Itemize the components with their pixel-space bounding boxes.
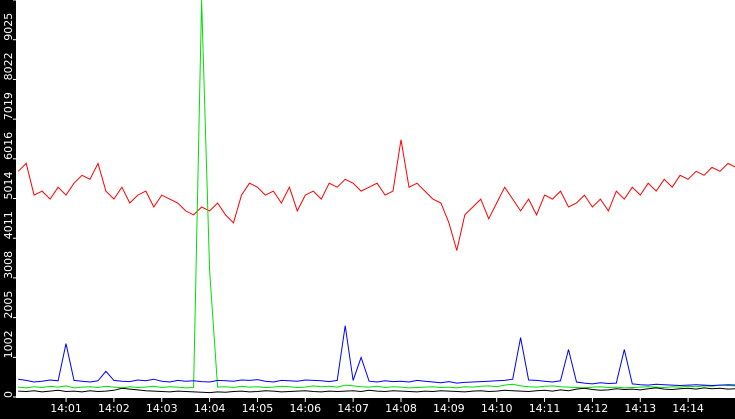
y-tick-label: 3008 xyxy=(2,251,15,279)
x-tick-label: 14:02 xyxy=(98,402,130,415)
x-tick-label: 14:11 xyxy=(529,402,561,415)
y-tick-label: 8022 xyxy=(2,52,15,80)
series-line-0 xyxy=(17,139,735,251)
series-line-2 xyxy=(18,325,735,387)
series-line-3 xyxy=(18,387,735,394)
y-tick-label: 7019 xyxy=(2,92,15,120)
y-axis: 0 1002 2005 3008 4011 5014 6016 7019 8022 9025 100… xyxy=(2,0,17,398)
plot-area xyxy=(16,0,735,398)
y-tick-label: 4011 xyxy=(2,211,15,239)
x-tick-label: 14:08 xyxy=(385,402,417,415)
y-tick-label: 10028 xyxy=(2,0,15,1)
x-tick-label: 14:14 xyxy=(672,402,704,415)
y-tick-label: 2005 xyxy=(2,291,15,319)
x-tick-label: 14:01 xyxy=(50,402,82,415)
x-tick-label: 14:09 xyxy=(433,402,465,415)
x-tick-label: 14:12 xyxy=(577,402,609,415)
y-tick-label: 0 xyxy=(2,391,15,398)
x-axis: 14:01 14:02 14:03 14:04 14:05 14:06 14:07 14:08… xyxy=(50,398,704,415)
x-tick-label: 14:07 xyxy=(337,402,369,415)
y-tick-label: 9025 xyxy=(2,13,15,41)
series-line-1 xyxy=(18,0,735,389)
x-tick-label: 14:03 xyxy=(146,402,178,415)
x-tick-label: 14:04 xyxy=(194,402,226,415)
x-tick-label: 14:05 xyxy=(242,402,274,415)
x-tick-label: 14:13 xyxy=(624,402,656,415)
y-tick-label: 5014 xyxy=(2,172,15,200)
series-layer xyxy=(17,0,735,394)
y-tick-label: 6016 xyxy=(2,132,15,160)
x-tick-label: 14:10 xyxy=(481,402,513,415)
y-tick-label: 1002 xyxy=(2,330,15,358)
x-tick-label: 14:06 xyxy=(289,402,321,415)
